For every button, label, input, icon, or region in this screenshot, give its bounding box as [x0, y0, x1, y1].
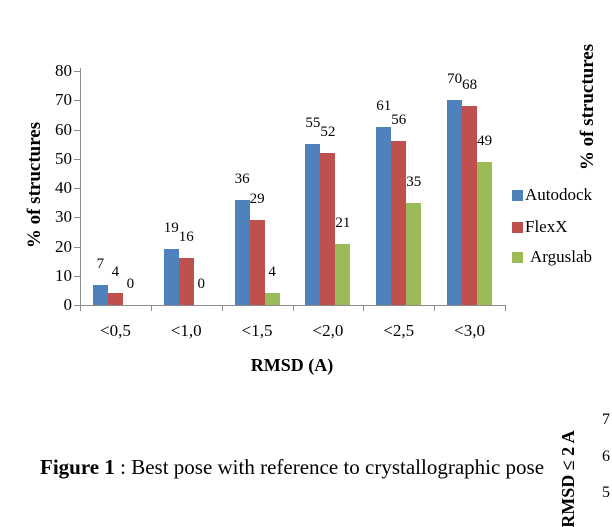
- figure-caption: Figure 1 : Best pose with reference to c…: [40, 452, 558, 482]
- next-chart-tick-label: 5: [602, 484, 610, 501]
- x-tick-mark: [363, 305, 365, 311]
- y-tick-mark: [74, 158, 80, 160]
- bar-value-label: 19: [163, 220, 179, 237]
- bar-value-label: 56: [391, 112, 407, 129]
- legend-label: Autodock: [525, 185, 593, 204]
- y-tick-mark: [74, 217, 80, 219]
- y-tick-label: 10: [55, 265, 72, 285]
- x-tick-mark: [434, 305, 436, 311]
- x-category-label: <0,5: [99, 321, 131, 340]
- x-axis-title: RMSD (A): [250, 355, 334, 375]
- y-tick-mark: [74, 188, 80, 189]
- y-tick-label: 50: [55, 148, 72, 168]
- bar-arguslab-<1,5: [264, 293, 280, 305]
- y-tick-label: 40: [55, 178, 72, 197]
- bar-value-label: 0: [197, 276, 206, 292]
- y-tick-label: 20: [55, 236, 72, 256]
- y-tick-mark: [74, 71, 80, 72]
- bar-autodock-<0,5: [92, 284, 108, 305]
- x-tick-mark: [150, 305, 152, 311]
- bar-value-label: 0: [126, 276, 135, 292]
- x-category-label: <1,0: [170, 321, 202, 340]
- x-tick-mark: [292, 305, 294, 311]
- x-category-label: <2,0: [312, 321, 344, 340]
- bar-value-label: 7: [96, 255, 105, 272]
- x-tick-mark: [505, 305, 506, 311]
- bar-value-label: 49: [477, 132, 493, 149]
- next-chart-rotated-axis-label: RMSD ≤ 2 A: [558, 430, 578, 527]
- y-tick-label: 60: [55, 119, 72, 139]
- legend-swatch-arguslab: [512, 251, 523, 263]
- next-chart-tick-label: 7: [602, 411, 610, 428]
- bar-value-label: 70: [447, 71, 463, 88]
- bar-value-label: 36: [234, 170, 250, 187]
- bar-autodock-<1,5: [234, 199, 250, 305]
- bar-autodock-<1,0: [163, 249, 179, 305]
- legend-swatch-flexx: [512, 221, 523, 233]
- legend-label: FlexX: [525, 217, 568, 236]
- figure-caption-text: : Best pose with reference to crystallog…: [114, 455, 545, 479]
- x-tick-mark: [80, 305, 81, 311]
- y-tick-mark: [74, 275, 80, 277]
- bar-flexx-<0,5: [107, 293, 123, 305]
- x-category-label: <1,5: [241, 321, 273, 340]
- y-tick-label: 80: [55, 61, 72, 80]
- bar-flexx-<1,0: [178, 258, 194, 305]
- legend-item-autodock: Autodock: [512, 186, 592, 204]
- x-tick-mark: [221, 305, 223, 311]
- x-category-label: <2,5: [383, 321, 415, 340]
- bar-autodock-<3,0: [447, 100, 463, 305]
- legend-swatch-autodock: [512, 189, 523, 201]
- y-tick-mark: [74, 305, 80, 306]
- bar-flexx-<2,0: [320, 152, 336, 305]
- bar-value-label: 68: [462, 77, 478, 94]
- bar-value-label: 61: [376, 97, 392, 114]
- bar-autodock-<2,5: [376, 126, 392, 305]
- x-axis-line: [80, 305, 506, 306]
- bar-arguslab-<3,0: [477, 161, 493, 305]
- bar-flexx-<2,5: [391, 141, 407, 305]
- next-chart-tick-label: 6: [602, 448, 610, 465]
- next-chart-y-axis-title: % of structures: [577, 43, 598, 171]
- bar-value-label: 4: [111, 264, 120, 281]
- y-tick-mark: [74, 100, 80, 102]
- y-tick-label: 0: [63, 295, 73, 314]
- y-axis-line: [80, 68, 81, 306]
- y-tick-mark: [74, 129, 80, 131]
- bar-flexx-<3,0: [462, 106, 478, 305]
- bar-arguslab-<2,5: [406, 202, 422, 305]
- bar-value-label: 4: [268, 264, 276, 281]
- legend-label: Arguslab: [530, 247, 593, 266]
- bar-value-label: 16: [178, 229, 194, 246]
- bar-value-label: 52: [320, 123, 336, 140]
- bar-autodock-<2,0: [305, 144, 321, 305]
- y-tick-label: 30: [55, 207, 72, 227]
- figure-caption-label: Figure 1: [40, 455, 115, 479]
- y-tick-mark: [74, 246, 80, 248]
- x-category-label: <3,0: [454, 321, 485, 340]
- bar-value-label: 35: [406, 173, 422, 190]
- bar-value-label: 21: [335, 214, 351, 231]
- bar-arguslab-<2,0: [335, 243, 351, 305]
- y-tick-label: 70: [55, 90, 72, 110]
- legend-item-arguslab: Arguslab: [512, 248, 592, 266]
- bar-flexx-<1,5: [249, 220, 265, 305]
- bar-value-label: 29: [249, 191, 265, 208]
- legend-item-flexx: FlexX: [512, 218, 568, 236]
- bar-value-label: 55: [305, 115, 321, 132]
